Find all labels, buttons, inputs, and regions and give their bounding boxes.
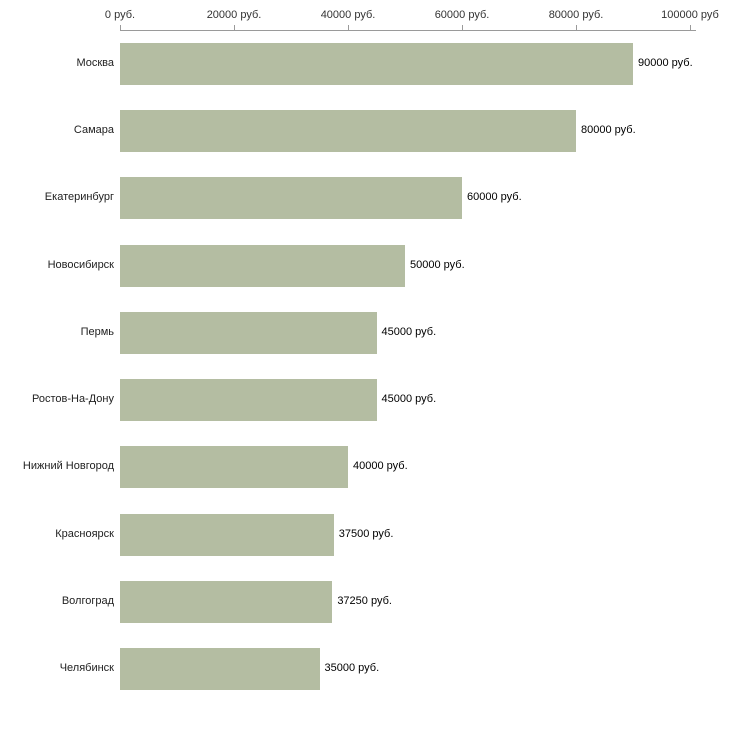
- x-axis-tick: [462, 25, 463, 30]
- x-tick-label: 20000 руб.: [206, 9, 262, 21]
- bar: [120, 648, 320, 691]
- bar: [120, 244, 405, 287]
- value-label: 37500 руб.: [338, 527, 394, 540]
- x-tick-label: 0 руб.: [104, 9, 136, 21]
- category-label: Нижний Новгород: [22, 460, 114, 473]
- x-tick-label: 40000 руб.: [320, 9, 376, 21]
- bar: [120, 109, 576, 152]
- category-label: Новосибирск: [47, 258, 114, 271]
- x-axis-tick: [690, 25, 691, 30]
- x-tick-label: 60000 руб.: [434, 9, 490, 21]
- value-label: 80000 руб.: [581, 123, 636, 136]
- value-label: 45000 руб.: [381, 325, 437, 338]
- category-label: Красноярск: [55, 527, 114, 540]
- x-tick-label: 100000 руб: [661, 9, 719, 21]
- category-label: Пермь: [80, 325, 114, 338]
- x-axis-tick: [234, 25, 235, 30]
- x-tick-label: 80000 руб.: [548, 9, 604, 21]
- category-label: Екатеринбург: [44, 191, 114, 204]
- value-label: 35000 руб.: [324, 662, 380, 675]
- value-label: 50000 руб.: [410, 258, 465, 271]
- bar: [120, 177, 462, 220]
- category-label: Ростов-На-Дону: [31, 393, 114, 406]
- bar: [120, 42, 633, 85]
- bar: [120, 513, 334, 556]
- x-axis-tick: [576, 25, 577, 30]
- value-label: 60000 руб.: [467, 191, 522, 204]
- bar: [120, 446, 348, 489]
- x-axis-line: [120, 30, 696, 31]
- category-label: Волгоград: [61, 595, 114, 608]
- x-axis-tick: [120, 25, 121, 30]
- bar: [120, 311, 377, 354]
- value-label: 90000 руб.: [638, 56, 693, 69]
- value-label: 40000 руб.: [353, 460, 408, 473]
- category-label: Самара: [73, 123, 114, 136]
- category-label: Челябинск: [59, 662, 114, 675]
- value-label: 45000 руб.: [381, 393, 437, 406]
- bar: [120, 379, 377, 422]
- category-label: Москва: [76, 56, 114, 69]
- value-label: 37250 руб.: [337, 595, 392, 608]
- x-axis-tick: [348, 25, 349, 30]
- bar: [120, 581, 333, 624]
